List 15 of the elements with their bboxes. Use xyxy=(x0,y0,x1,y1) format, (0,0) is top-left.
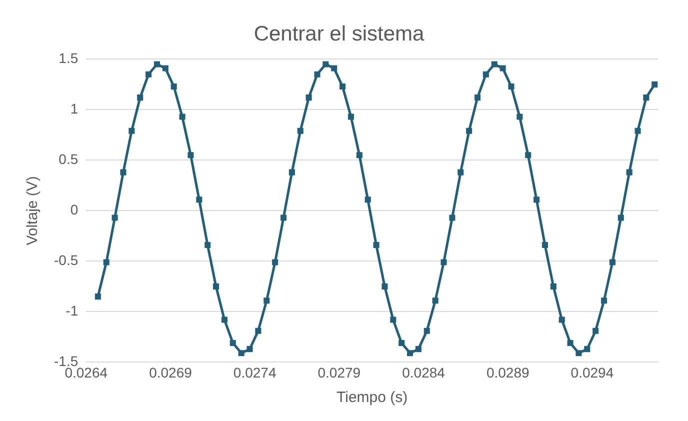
x-tick-label: 0.0284 xyxy=(402,364,446,380)
x-tick-label: 0.0289 xyxy=(486,364,530,380)
x-tick-label: 0.0294 xyxy=(570,364,614,380)
x-tick-label: 0.0279 xyxy=(318,364,361,380)
y-tick-label: 0 xyxy=(70,202,78,218)
x-tick-label: 0.0269 xyxy=(149,364,192,380)
y-axis-title: Voltaje (V) xyxy=(24,176,42,246)
chart-title: Centrar el sistema xyxy=(254,22,425,46)
y-tick-label: -1 xyxy=(66,302,78,319)
y-tick-label: 1.5 xyxy=(58,50,78,66)
y-tick-label: 1 xyxy=(70,100,78,117)
x-tick-label: 0.0274 xyxy=(233,364,276,380)
x-axis-title: Tiempo (s) xyxy=(336,389,408,406)
y-tick-label: -0.5 xyxy=(54,252,78,268)
y-tick-label: 0.5 xyxy=(58,151,78,168)
